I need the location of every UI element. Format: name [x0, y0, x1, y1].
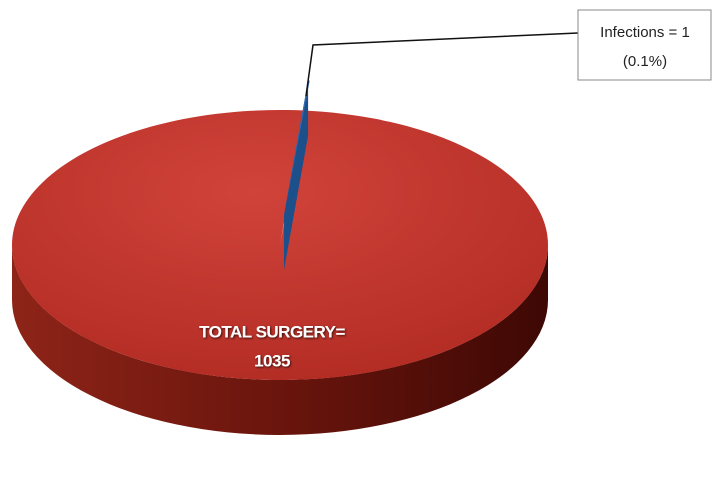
slice-label: TOTAL SURGERY= — [199, 322, 345, 341]
callout-box — [577, 9, 712, 81]
leader-line — [305, 32, 579, 97]
callout-label: Infections = 1 — [600, 24, 690, 41]
slice — [284, 80, 310, 215]
slice-side — [12, 245, 548, 435]
slice-value: 1035 — [254, 351, 290, 370]
callout-percent: (0.1%) — [623, 53, 667, 70]
slice-side — [284, 80, 309, 270]
slice — [11, 109, 548, 380]
pie — [11, 80, 548, 435]
